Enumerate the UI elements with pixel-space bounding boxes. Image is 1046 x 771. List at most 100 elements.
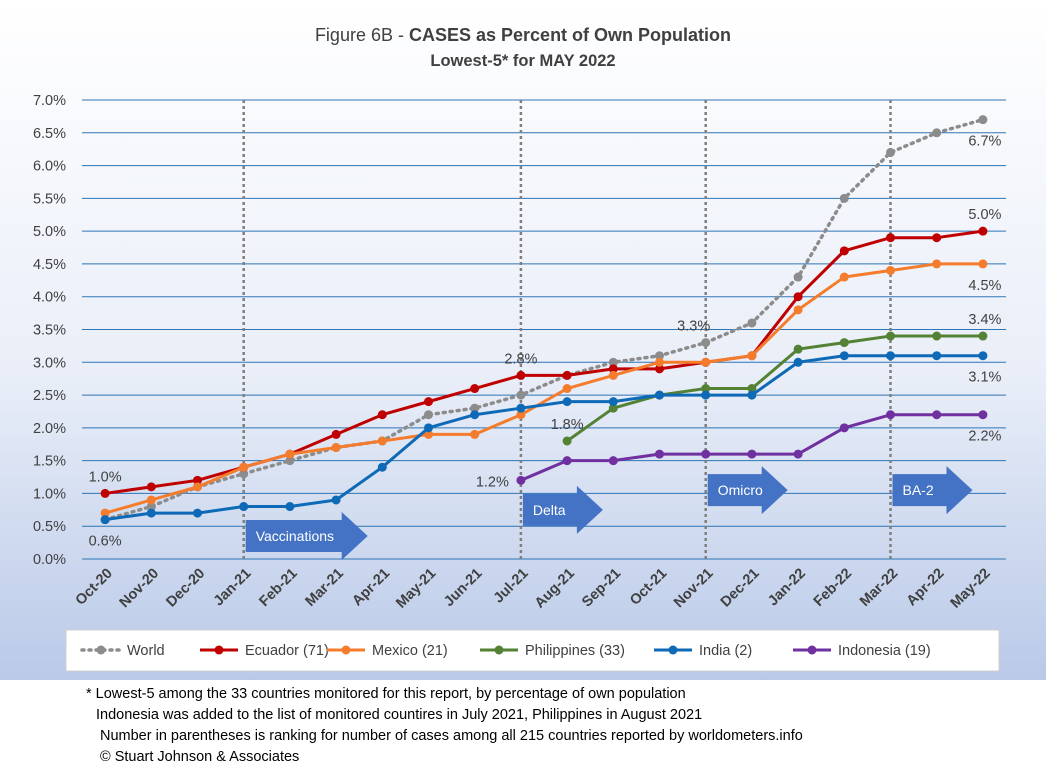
data-point xyxy=(747,384,757,394)
legend-label: India (2) xyxy=(699,643,752,659)
event-arrow xyxy=(707,466,788,515)
data-point xyxy=(562,370,572,380)
footnotes: * Lowest-5 among the 33 countries monito… xyxy=(86,684,1026,768)
y-tick-label: 5.5% xyxy=(33,191,66,207)
y-tick-label: 2.0% xyxy=(33,421,66,437)
event-arrow-label: Vaccinations xyxy=(256,528,334,544)
event-arrow xyxy=(245,512,368,561)
data-point xyxy=(193,508,202,518)
data-point xyxy=(839,246,849,256)
data-point xyxy=(146,495,156,505)
series-line xyxy=(103,117,985,522)
data-point xyxy=(701,338,711,348)
series-5 xyxy=(516,410,988,485)
data-point xyxy=(886,265,895,275)
legend-label: Mexico (21) xyxy=(372,643,448,659)
footnote-lowest-5: * Lowest-5 among the 33 countries monito… xyxy=(86,686,686,702)
series-2 xyxy=(100,259,988,518)
legend-marker xyxy=(807,645,817,655)
legend: World Ecuador (71) Mexico (21) Philippines … xyxy=(65,629,1000,672)
data-point xyxy=(146,482,156,492)
data-point xyxy=(886,351,895,361)
data-labels: 1.0% 0.6% 2.8% 1.2% 1.8% 3.3% 6.7% 5.0% 4.5% 3.4%… xyxy=(89,134,1002,550)
legend-item: Mexico (21) xyxy=(327,643,448,659)
data-point xyxy=(978,410,988,420)
chart-subtitle: Lowest-5* for MAY 2022 xyxy=(430,52,615,70)
event-arrow-label: BA-2 xyxy=(903,482,934,498)
data-point xyxy=(424,397,433,407)
y-tick-label: 6.0% xyxy=(33,159,66,175)
data-point xyxy=(839,193,849,203)
data-point xyxy=(655,351,664,361)
data-point xyxy=(100,515,110,525)
footnote-indonesia-philippines: Indonesia was added to the list of monit… xyxy=(96,707,703,723)
data-point xyxy=(516,410,526,420)
data-label: 2.2% xyxy=(968,429,1001,445)
data-point xyxy=(932,331,942,341)
y-axis-tick-labels: 0.0% 0.5% 1.0% 1.5% 2.0% 2.5% 3.0% 3.5% 4.0% 4.5%… xyxy=(33,93,66,568)
data-point xyxy=(793,357,803,367)
data-label: 3.1% xyxy=(968,370,1001,386)
data-point xyxy=(516,403,526,413)
data-point xyxy=(747,351,757,361)
data-point xyxy=(562,384,572,394)
legend-item: India (2) xyxy=(654,643,752,659)
data-point xyxy=(839,423,849,433)
data-point xyxy=(978,259,988,269)
data-point xyxy=(470,410,480,420)
legend-label: Ecuador (71) xyxy=(245,643,329,659)
data-point xyxy=(655,449,664,459)
data-point xyxy=(608,403,618,413)
y-tick-label: 5.0% xyxy=(33,224,66,240)
data-point xyxy=(193,475,202,485)
data-label: 3.4% xyxy=(968,312,1001,328)
event-arrow xyxy=(522,485,603,534)
data-point xyxy=(793,292,803,302)
data-point xyxy=(886,410,895,420)
legend-marker xyxy=(668,645,678,655)
event-arrows: Vaccinations Delta Omicro BA-2 xyxy=(245,466,973,561)
legend-item: World xyxy=(80,643,165,659)
data-point xyxy=(655,364,664,374)
y-tick-label: 6.5% xyxy=(33,126,66,142)
data-point xyxy=(839,351,849,361)
y-tick-label: 3.5% xyxy=(33,323,66,339)
data-point xyxy=(701,449,711,459)
data-point xyxy=(886,147,895,157)
series-line xyxy=(104,262,983,515)
data-point xyxy=(562,456,572,466)
y-tick-label: 2.5% xyxy=(33,388,66,404)
data-label: 2.8% xyxy=(504,351,537,367)
data-point xyxy=(747,449,757,459)
data-point xyxy=(793,449,803,459)
chart-area: Figure 6B - CASES as Percent of Own Popu… xyxy=(0,0,1046,680)
data-label: 3.3% xyxy=(677,319,710,335)
y-tick-label: 1.5% xyxy=(33,454,66,470)
data-point xyxy=(978,331,988,341)
y-tick-label: 4.0% xyxy=(33,290,66,306)
legend-marker xyxy=(341,645,351,655)
data-point xyxy=(516,390,526,400)
legend-label: World xyxy=(127,643,165,659)
data-label: 0.6% xyxy=(89,534,122,550)
data-point xyxy=(285,449,295,459)
data-label: 1.2% xyxy=(476,474,509,490)
data-point xyxy=(562,397,572,407)
legend-marker xyxy=(96,645,106,655)
y-tick-label: 1.0% xyxy=(33,486,66,502)
data-label: 6.7% xyxy=(968,134,1001,150)
data-point xyxy=(331,495,341,505)
data-label: 4.5% xyxy=(968,278,1001,294)
y-tick-label: 0.0% xyxy=(33,552,66,568)
data-label: 1.0% xyxy=(89,469,122,485)
data-point xyxy=(839,338,849,348)
footnote-ranking: Number in parentheses is ranking for num… xyxy=(100,728,803,744)
data-point xyxy=(978,115,988,125)
data-point xyxy=(239,462,249,472)
data-point xyxy=(470,384,480,394)
data-point xyxy=(239,502,249,512)
data-point xyxy=(562,436,572,446)
data-label: 5.0% xyxy=(968,207,1001,223)
legend-marker xyxy=(494,645,504,655)
data-point xyxy=(516,370,526,380)
